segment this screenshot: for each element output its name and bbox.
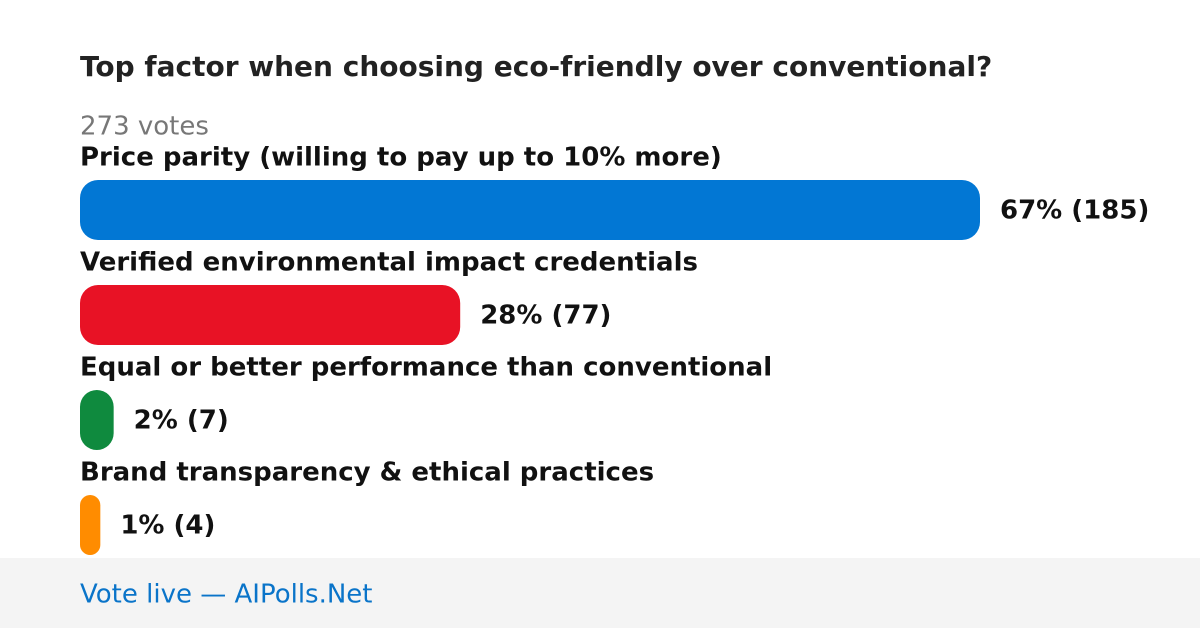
bar: [80, 285, 461, 345]
footer-link[interactable]: Vote live — AIPolls.Net: [80, 580, 373, 610]
option-label: Equal or better performance than convent…: [80, 353, 772, 383]
option-label: Price parity (willing to pay up to 10% m…: [80, 143, 722, 173]
value-label: 67% (185): [1000, 196, 1149, 226]
vote-count: 273 votes: [80, 112, 209, 142]
value-label: 1% (4): [120, 511, 215, 541]
value-label: 2% (7): [134, 406, 229, 436]
value-label: 28% (77): [480, 301, 611, 331]
bar: [80, 180, 980, 240]
bar: [80, 495, 101, 555]
footer-band: [0, 558, 1200, 628]
bar: [80, 390, 114, 450]
option-label: Brand transparency & ethical practices: [80, 458, 654, 488]
poll-title: Top factor when choosing eco-friendly ov…: [80, 50, 992, 83]
option-label: Verified environmental impact credential…: [80, 248, 698, 278]
